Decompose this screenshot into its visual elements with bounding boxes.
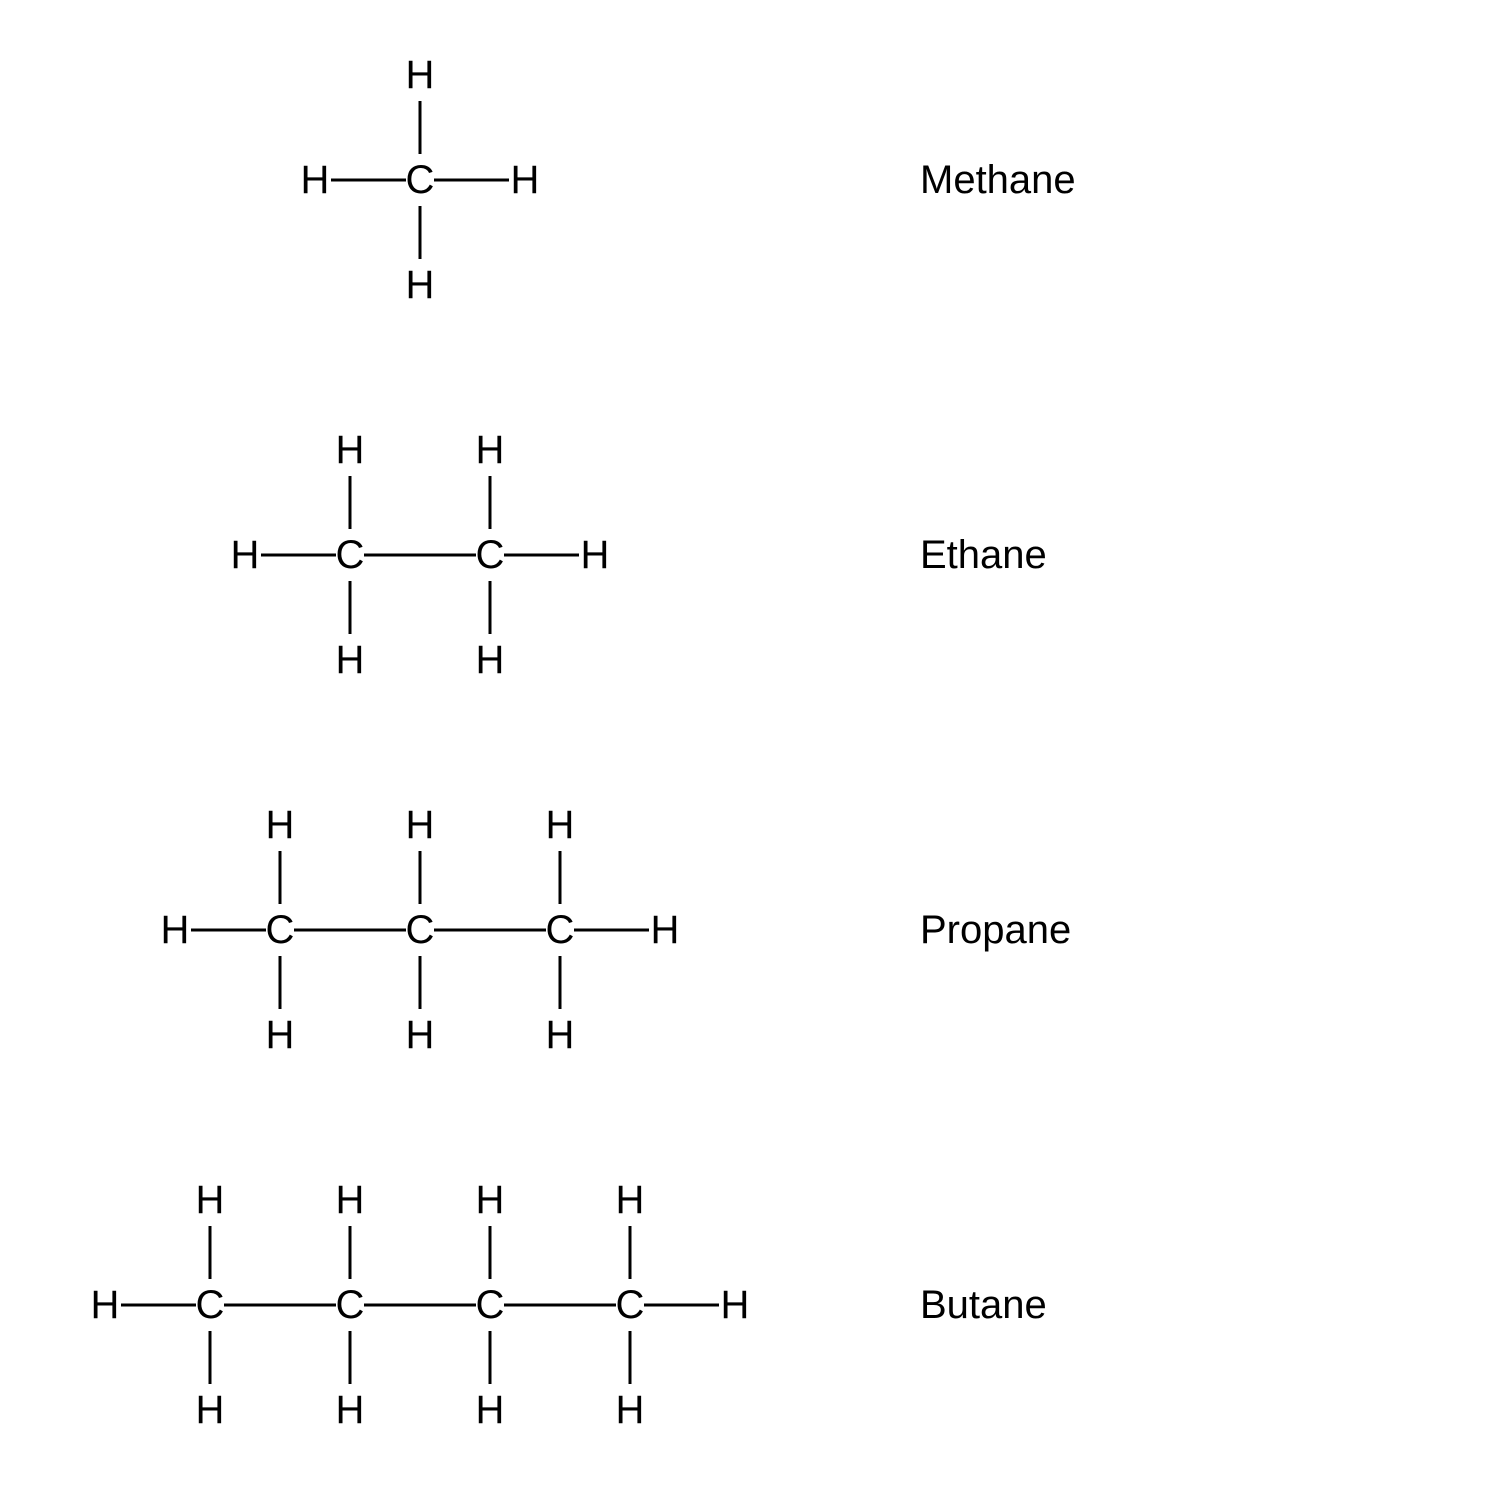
atom-h: H <box>336 1178 365 1222</box>
atom-h: H <box>91 1283 120 1327</box>
atom-c: C <box>196 1283 225 1327</box>
atom-h: H <box>546 1013 575 1057</box>
atom-c: C <box>406 908 435 952</box>
atom-h: H <box>231 533 260 577</box>
atom-h: H <box>406 803 435 847</box>
atom-h: H <box>476 638 505 682</box>
atom-h: H <box>476 1178 505 1222</box>
atom-h: H <box>651 908 680 952</box>
atom-h: H <box>406 53 435 97</box>
atom-c: C <box>336 533 365 577</box>
atom-h: H <box>476 1388 505 1432</box>
atom-h: H <box>266 803 295 847</box>
molecule-label: Propane <box>920 908 1071 952</box>
atom-h: H <box>616 1178 645 1222</box>
atom-c: C <box>476 1283 505 1327</box>
alkane-diagram: H H H H C Methane H H H H C H H C Ethane H H H H C H H C H H C Pro… <box>0 0 1500 1499</box>
atom-h: H <box>546 803 575 847</box>
atom-c: C <box>476 533 505 577</box>
atom-h: H <box>406 263 435 307</box>
atom-h: H <box>336 1388 365 1432</box>
atom-h: H <box>581 533 610 577</box>
atom-h: H <box>266 1013 295 1057</box>
molecule-methane: H H H H C Methane <box>301 53 1076 307</box>
atom-h: H <box>301 158 330 202</box>
atom-h: H <box>336 638 365 682</box>
molecule-propane: H H H H C H H C H H C Propane <box>161 803 1072 1057</box>
atom-c: C <box>336 1283 365 1327</box>
atom-h: H <box>336 428 365 472</box>
atom-h: H <box>196 1388 225 1432</box>
molecule-label: Butane <box>920 1283 1047 1327</box>
atom-h: H <box>476 428 505 472</box>
atom-h: H <box>616 1388 645 1432</box>
molecule-butane: H H H H C H H C H H C H H C Butane <box>91 1178 1047 1432</box>
atom-c: C <box>406 158 435 202</box>
molecule-label: Methane <box>920 158 1076 202</box>
atom-h: H <box>161 908 190 952</box>
atom-h: H <box>406 1013 435 1057</box>
atom-h: H <box>511 158 540 202</box>
molecule-ethane: H H H H C H H C Ethane <box>231 428 1047 682</box>
atom-c: C <box>266 908 295 952</box>
atom-h: H <box>196 1178 225 1222</box>
atom-h: H <box>721 1283 750 1327</box>
molecule-label: Ethane <box>920 533 1047 577</box>
atom-c: C <box>616 1283 645 1327</box>
atom-c: C <box>546 908 575 952</box>
